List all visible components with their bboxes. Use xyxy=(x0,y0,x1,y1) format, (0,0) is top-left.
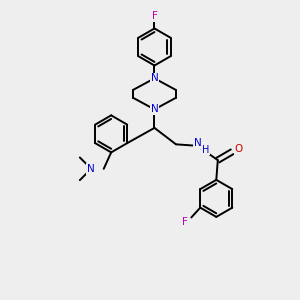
Text: N: N xyxy=(194,138,202,148)
Text: N: N xyxy=(151,104,158,114)
Text: F: F xyxy=(152,11,158,21)
Text: N: N xyxy=(87,164,95,174)
Text: N: N xyxy=(151,73,158,83)
Text: H: H xyxy=(202,145,209,155)
Text: O: O xyxy=(235,144,243,154)
Text: F: F xyxy=(182,217,188,227)
